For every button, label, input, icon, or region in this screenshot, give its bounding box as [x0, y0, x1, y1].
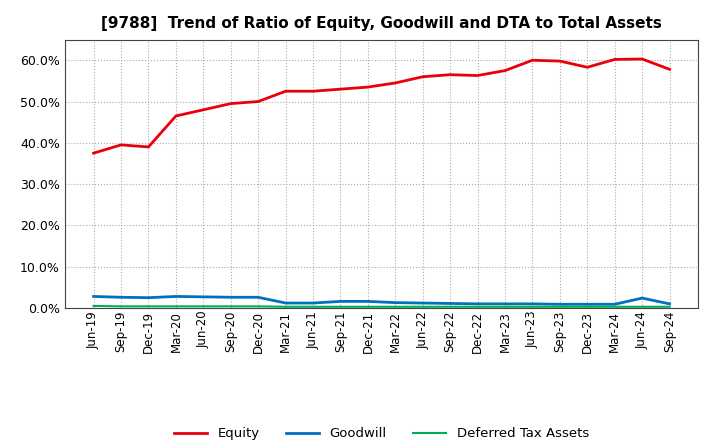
Deferred Tax Assets: [144, 304, 153, 309]
Deferred Tax Assets: [500, 304, 509, 309]
Line: Goodwill: Goodwill: [94, 297, 670, 304]
Deferred Tax Assets: [171, 304, 180, 309]
Goodwill: [282, 301, 290, 306]
Goodwill: [199, 294, 207, 300]
Equity: [446, 72, 454, 77]
Goodwill: [254, 295, 263, 300]
Goodwill: [89, 294, 98, 299]
Deferred Tax Assets: [473, 304, 482, 309]
Goodwill: [473, 301, 482, 307]
Equity: [144, 144, 153, 150]
Goodwill: [638, 295, 647, 301]
Goodwill: [144, 295, 153, 301]
Goodwill: [309, 301, 318, 306]
Line: Deferred Tax Assets: Deferred Tax Assets: [94, 306, 670, 307]
Deferred Tax Assets: [117, 304, 125, 309]
Equity: [364, 84, 372, 90]
Goodwill: [364, 299, 372, 304]
Deferred Tax Assets: [528, 304, 537, 309]
Deferred Tax Assets: [336, 304, 345, 309]
Deferred Tax Assets: [391, 304, 400, 309]
Goodwill: [117, 295, 125, 300]
Equity: [282, 88, 290, 94]
Equity: [391, 81, 400, 86]
Goodwill: [391, 300, 400, 305]
Goodwill: [171, 294, 180, 299]
Goodwill: [446, 301, 454, 306]
Legend: Equity, Goodwill, Deferred Tax Assets: Equity, Goodwill, Deferred Tax Assets: [174, 427, 589, 440]
Equity: [611, 57, 619, 62]
Deferred Tax Assets: [446, 304, 454, 309]
Equity: [638, 56, 647, 62]
Deferred Tax Assets: [364, 304, 372, 309]
Title: [9788]  Trend of Ratio of Equity, Goodwill and DTA to Total Assets: [9788] Trend of Ratio of Equity, Goodwil…: [102, 16, 662, 32]
Goodwill: [226, 295, 235, 300]
Equity: [418, 74, 427, 79]
Goodwill: [336, 299, 345, 304]
Equity: [309, 88, 318, 94]
Line: Equity: Equity: [94, 59, 670, 153]
Deferred Tax Assets: [309, 304, 318, 309]
Deferred Tax Assets: [418, 304, 427, 309]
Goodwill: [528, 301, 537, 307]
Deferred Tax Assets: [611, 304, 619, 309]
Equity: [556, 59, 564, 64]
Deferred Tax Assets: [89, 303, 98, 308]
Equity: [199, 107, 207, 113]
Deferred Tax Assets: [254, 304, 263, 309]
Goodwill: [418, 301, 427, 306]
Equity: [89, 150, 98, 156]
Equity: [336, 87, 345, 92]
Equity: [665, 67, 674, 72]
Equity: [226, 101, 235, 106]
Equity: [254, 99, 263, 104]
Equity: [583, 65, 592, 70]
Deferred Tax Assets: [583, 304, 592, 309]
Deferred Tax Assets: [226, 304, 235, 309]
Equity: [117, 142, 125, 147]
Goodwill: [583, 302, 592, 307]
Goodwill: [611, 302, 619, 307]
Goodwill: [500, 301, 509, 307]
Deferred Tax Assets: [199, 304, 207, 309]
Deferred Tax Assets: [282, 304, 290, 309]
Deferred Tax Assets: [638, 304, 647, 309]
Equity: [528, 58, 537, 63]
Goodwill: [665, 301, 674, 307]
Deferred Tax Assets: [665, 304, 674, 309]
Equity: [171, 114, 180, 119]
Equity: [500, 68, 509, 73]
Deferred Tax Assets: [556, 304, 564, 309]
Goodwill: [556, 302, 564, 307]
Equity: [473, 73, 482, 78]
